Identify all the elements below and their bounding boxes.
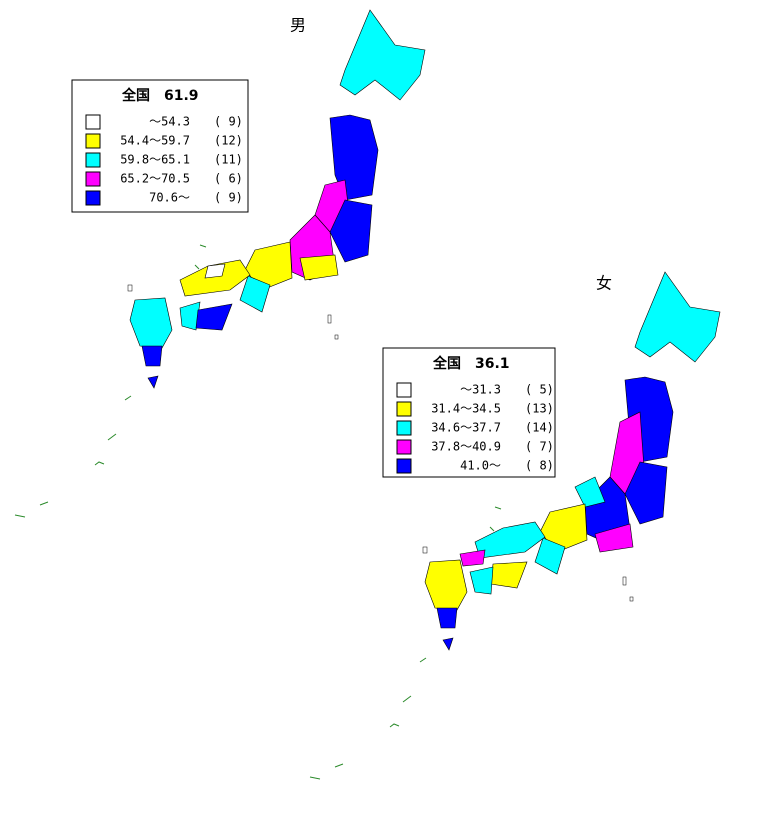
- region: [244, 241, 293, 291]
- legend-swatch: [85, 133, 101, 149]
- region: [147, 375, 159, 389]
- legend-swatch: [396, 458, 412, 474]
- region: [474, 521, 546, 559]
- region: [329, 199, 373, 263]
- legend-range: 34.6～37.7: [431, 421, 501, 435]
- legend-header: 全国 61.9: [121, 87, 199, 104]
- region: [195, 303, 233, 331]
- legend-range: ～54.3: [149, 115, 190, 129]
- legend-swatch: [396, 439, 412, 455]
- legend-count: ( 8): [525, 459, 554, 473]
- legend-swatch: [396, 382, 412, 398]
- legend-range: 65.2～70.5: [120, 172, 190, 186]
- region: [624, 461, 668, 525]
- region: [469, 566, 494, 595]
- region: [490, 561, 528, 589]
- region: [539, 503, 588, 553]
- legend-count: ( 9): [214, 115, 243, 129]
- legend-count: (13): [525, 402, 554, 416]
- legend-swatch: [85, 114, 101, 130]
- japan-map: [14, 9, 426, 518]
- region: [329, 114, 379, 201]
- legend-range: 31.4～34.5: [431, 402, 501, 416]
- legend-count: (14): [525, 421, 554, 435]
- legend-range: 54.4～59.7: [120, 134, 190, 148]
- japan-map: [309, 271, 721, 780]
- legend-box: [71, 79, 249, 213]
- region: [424, 559, 468, 611]
- region: [204, 263, 226, 279]
- region: [442, 637, 454, 651]
- region: [141, 345, 163, 367]
- map-title: 女: [596, 274, 612, 293]
- legend-range: 70.6～: [149, 191, 190, 205]
- legend-range: 41.0～: [460, 459, 501, 473]
- region: [436, 607, 458, 629]
- region: [634, 271, 721, 363]
- legend-range: 37.8～40.9: [431, 440, 501, 454]
- legend-swatch: [85, 152, 101, 168]
- legend-range: 59.8～65.1: [120, 153, 190, 167]
- legend-count: (11): [214, 153, 243, 167]
- legend-count: (12): [214, 134, 243, 148]
- region: [574, 476, 606, 508]
- region: [534, 537, 566, 575]
- legend-swatch: [85, 190, 101, 206]
- legend-count: ( 7): [525, 440, 554, 454]
- legend-swatch: [396, 420, 412, 436]
- legend-box: [382, 347, 556, 478]
- region: [129, 297, 173, 349]
- legend-swatch: [85, 171, 101, 187]
- region: [459, 549, 486, 567]
- region: [239, 275, 271, 313]
- legend-count: ( 5): [525, 383, 554, 397]
- region: [179, 301, 201, 331]
- legend-count: ( 6): [214, 172, 243, 186]
- map-title: 男: [290, 16, 306, 35]
- legend-header: 全国 36.1: [432, 355, 510, 372]
- region: [594, 523, 634, 553]
- legend-count: ( 9): [214, 191, 243, 205]
- region: [299, 254, 339, 281]
- region: [339, 9, 426, 101]
- legend-swatch: [396, 401, 412, 417]
- legend-range: ～31.3: [460, 383, 501, 397]
